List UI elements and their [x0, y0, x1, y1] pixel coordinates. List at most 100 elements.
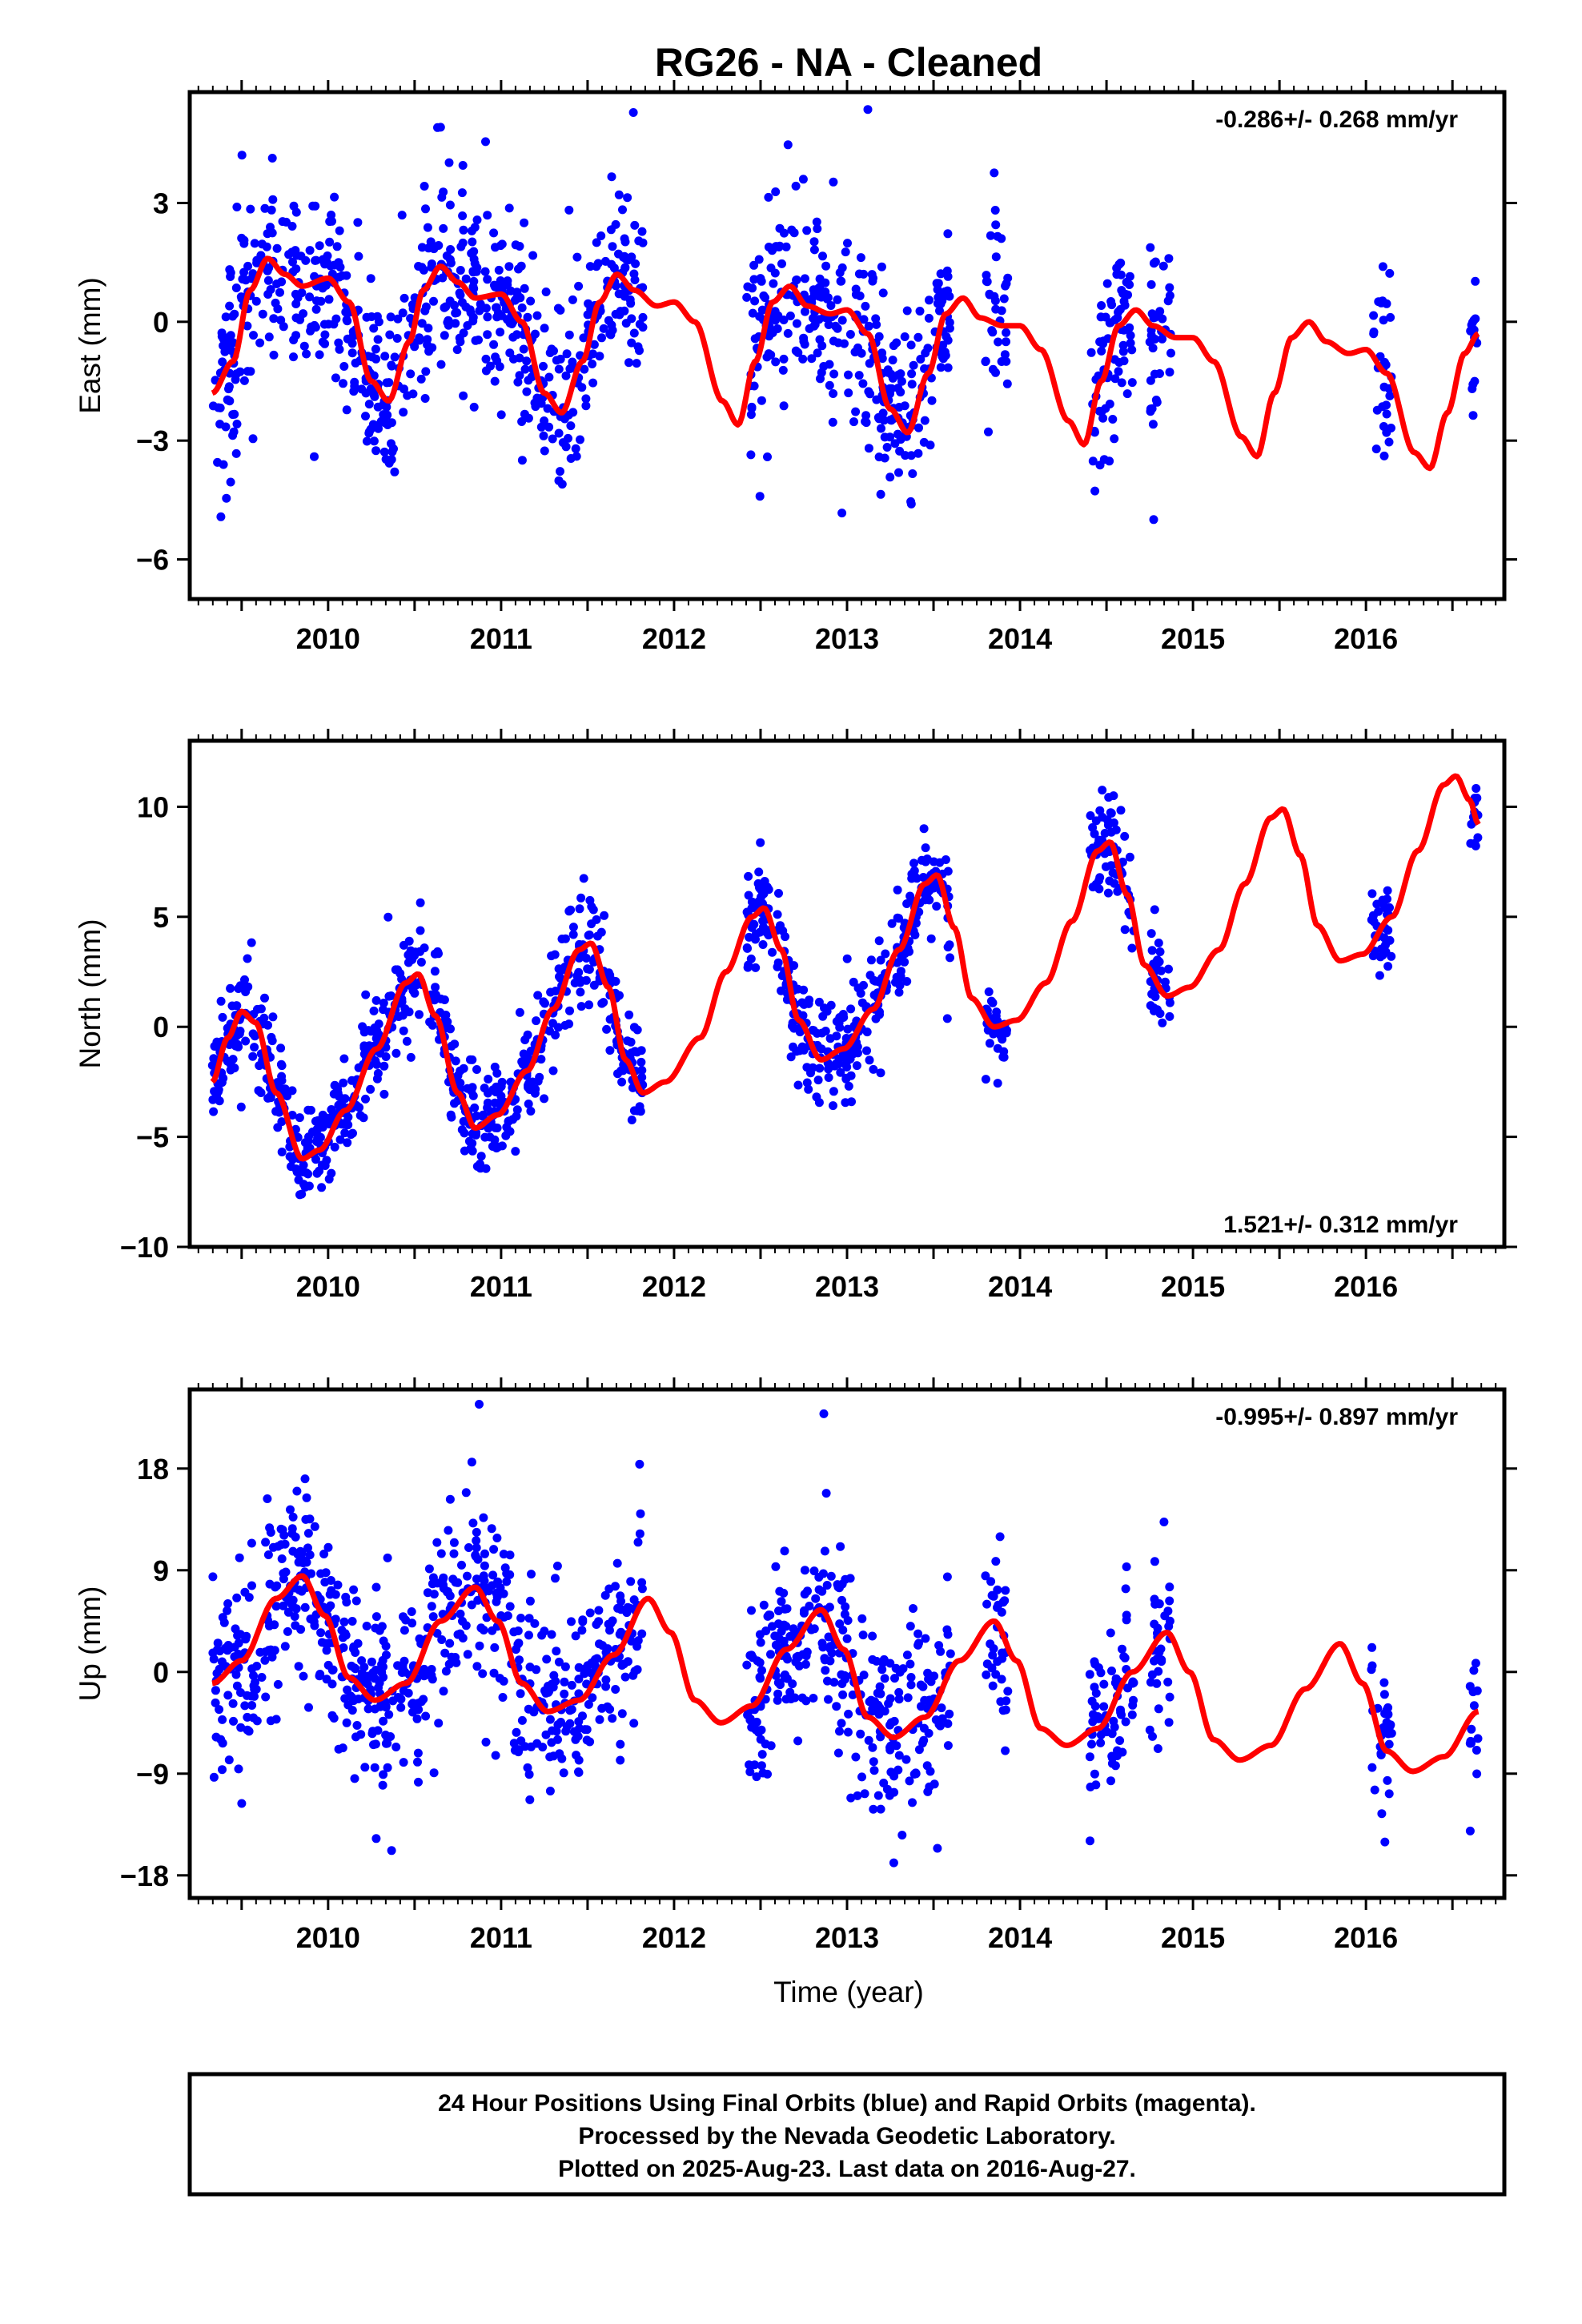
- data-point: [502, 1577, 512, 1586]
- data-point: [747, 903, 757, 913]
- data-point: [350, 1774, 359, 1783]
- data-point: [637, 1629, 647, 1638]
- data-point: [568, 408, 578, 417]
- data-point: [857, 1614, 867, 1623]
- data-point: [636, 1509, 645, 1518]
- data-point: [495, 362, 504, 372]
- data-point: [561, 442, 571, 452]
- data-point: [303, 1136, 313, 1146]
- data-point: [551, 1031, 560, 1039]
- data-point: [504, 1116, 513, 1126]
- data-point: [841, 1574, 850, 1584]
- data-point: [315, 1670, 325, 1679]
- data-point: [342, 316, 351, 324]
- data-point: [992, 1007, 1002, 1017]
- data-point: [913, 448, 923, 458]
- data-point: [291, 331, 301, 340]
- data-point: [1096, 1980, 1105, 1989]
- data-point: [451, 1653, 460, 1662]
- data-point: [1117, 378, 1126, 388]
- data-point: [1001, 1746, 1010, 1755]
- data-point: [836, 1542, 845, 1551]
- data-point: [895, 446, 905, 456]
- data-point: [414, 1777, 423, 1787]
- data-point: [526, 296, 536, 306]
- data-point: [511, 1147, 520, 1156]
- data-point: [1086, 1782, 1095, 1791]
- data-point: [1150, 1557, 1159, 1566]
- data-point: [540, 1626, 549, 1636]
- data-point: [828, 417, 837, 427]
- data-point: [585, 262, 595, 271]
- data-point: [444, 1526, 453, 1535]
- data-point: [878, 288, 888, 298]
- data-point: [825, 1602, 834, 1612]
- data-point: [1002, 337, 1010, 347]
- data-point: [439, 1687, 448, 1696]
- data-point: [283, 1607, 293, 1617]
- data-point: [608, 242, 617, 251]
- x-tick-label: 2014: [988, 1921, 1052, 1954]
- data-point: [833, 295, 842, 304]
- data-point: [468, 1146, 477, 1156]
- data-point: [1114, 367, 1123, 376]
- x-tick-label: 2016: [1334, 622, 1398, 655]
- data-point: [1106, 1628, 1115, 1638]
- data-point: [626, 1577, 636, 1586]
- data-point: [599, 998, 608, 1007]
- data-point: [472, 1065, 481, 1074]
- data-point: [942, 266, 952, 275]
- data-point: [981, 1075, 990, 1084]
- data-point: [323, 320, 333, 329]
- data-point: [1110, 434, 1119, 444]
- data-point: [862, 1046, 871, 1055]
- data-point: [627, 1636, 636, 1646]
- data-point: [291, 264, 301, 274]
- data-point: [936, 1647, 946, 1656]
- data-point: [215, 1647, 224, 1656]
- data-point: [785, 312, 795, 320]
- data-point: [747, 1606, 756, 1615]
- data-point: [251, 1678, 259, 1687]
- data-point: [302, 349, 311, 359]
- data-point: [896, 388, 905, 397]
- data-point: [1090, 1702, 1100, 1711]
- data-point: [540, 1094, 549, 1104]
- data-point: [822, 1581, 832, 1590]
- data-point: [629, 1719, 639, 1728]
- data-point: [350, 381, 359, 391]
- data-point: [540, 324, 549, 333]
- data-point: [844, 388, 853, 398]
- data-point: [516, 261, 526, 271]
- data-point: [530, 1088, 540, 1098]
- data-point: [339, 1617, 349, 1626]
- data-point: [452, 308, 462, 317]
- data-point: [1102, 815, 1112, 825]
- data-point: [300, 1182, 310, 1192]
- data-point: [369, 1006, 379, 1015]
- data-point: [771, 357, 781, 367]
- data-point: [556, 354, 565, 364]
- y-tick-label: 5: [153, 901, 169, 934]
- data-point: [943, 229, 953, 239]
- data-point: [1150, 1619, 1159, 1629]
- data-point: [778, 365, 788, 375]
- data-point: [635, 1459, 644, 1469]
- data-point: [519, 1049, 528, 1059]
- data-point: [826, 301, 836, 310]
- data-point: [449, 1538, 459, 1547]
- data-point: [379, 1089, 389, 1099]
- data-point: [1002, 379, 1012, 388]
- data-point: [802, 226, 812, 235]
- data-point: [884, 1699, 893, 1708]
- data-point: [416, 374, 426, 384]
- data-point: [924, 1695, 934, 1705]
- data-point: [764, 1610, 773, 1620]
- data-point: [912, 874, 921, 883]
- data-point: [777, 259, 786, 268]
- data-point: [592, 915, 601, 924]
- data-point: [869, 1757, 878, 1767]
- data-point: [1158, 1018, 1167, 1027]
- data-point: [290, 1612, 299, 1621]
- footer-line-1: 24 Hour Positions Using Final Orbits (bl…: [438, 2090, 1256, 2117]
